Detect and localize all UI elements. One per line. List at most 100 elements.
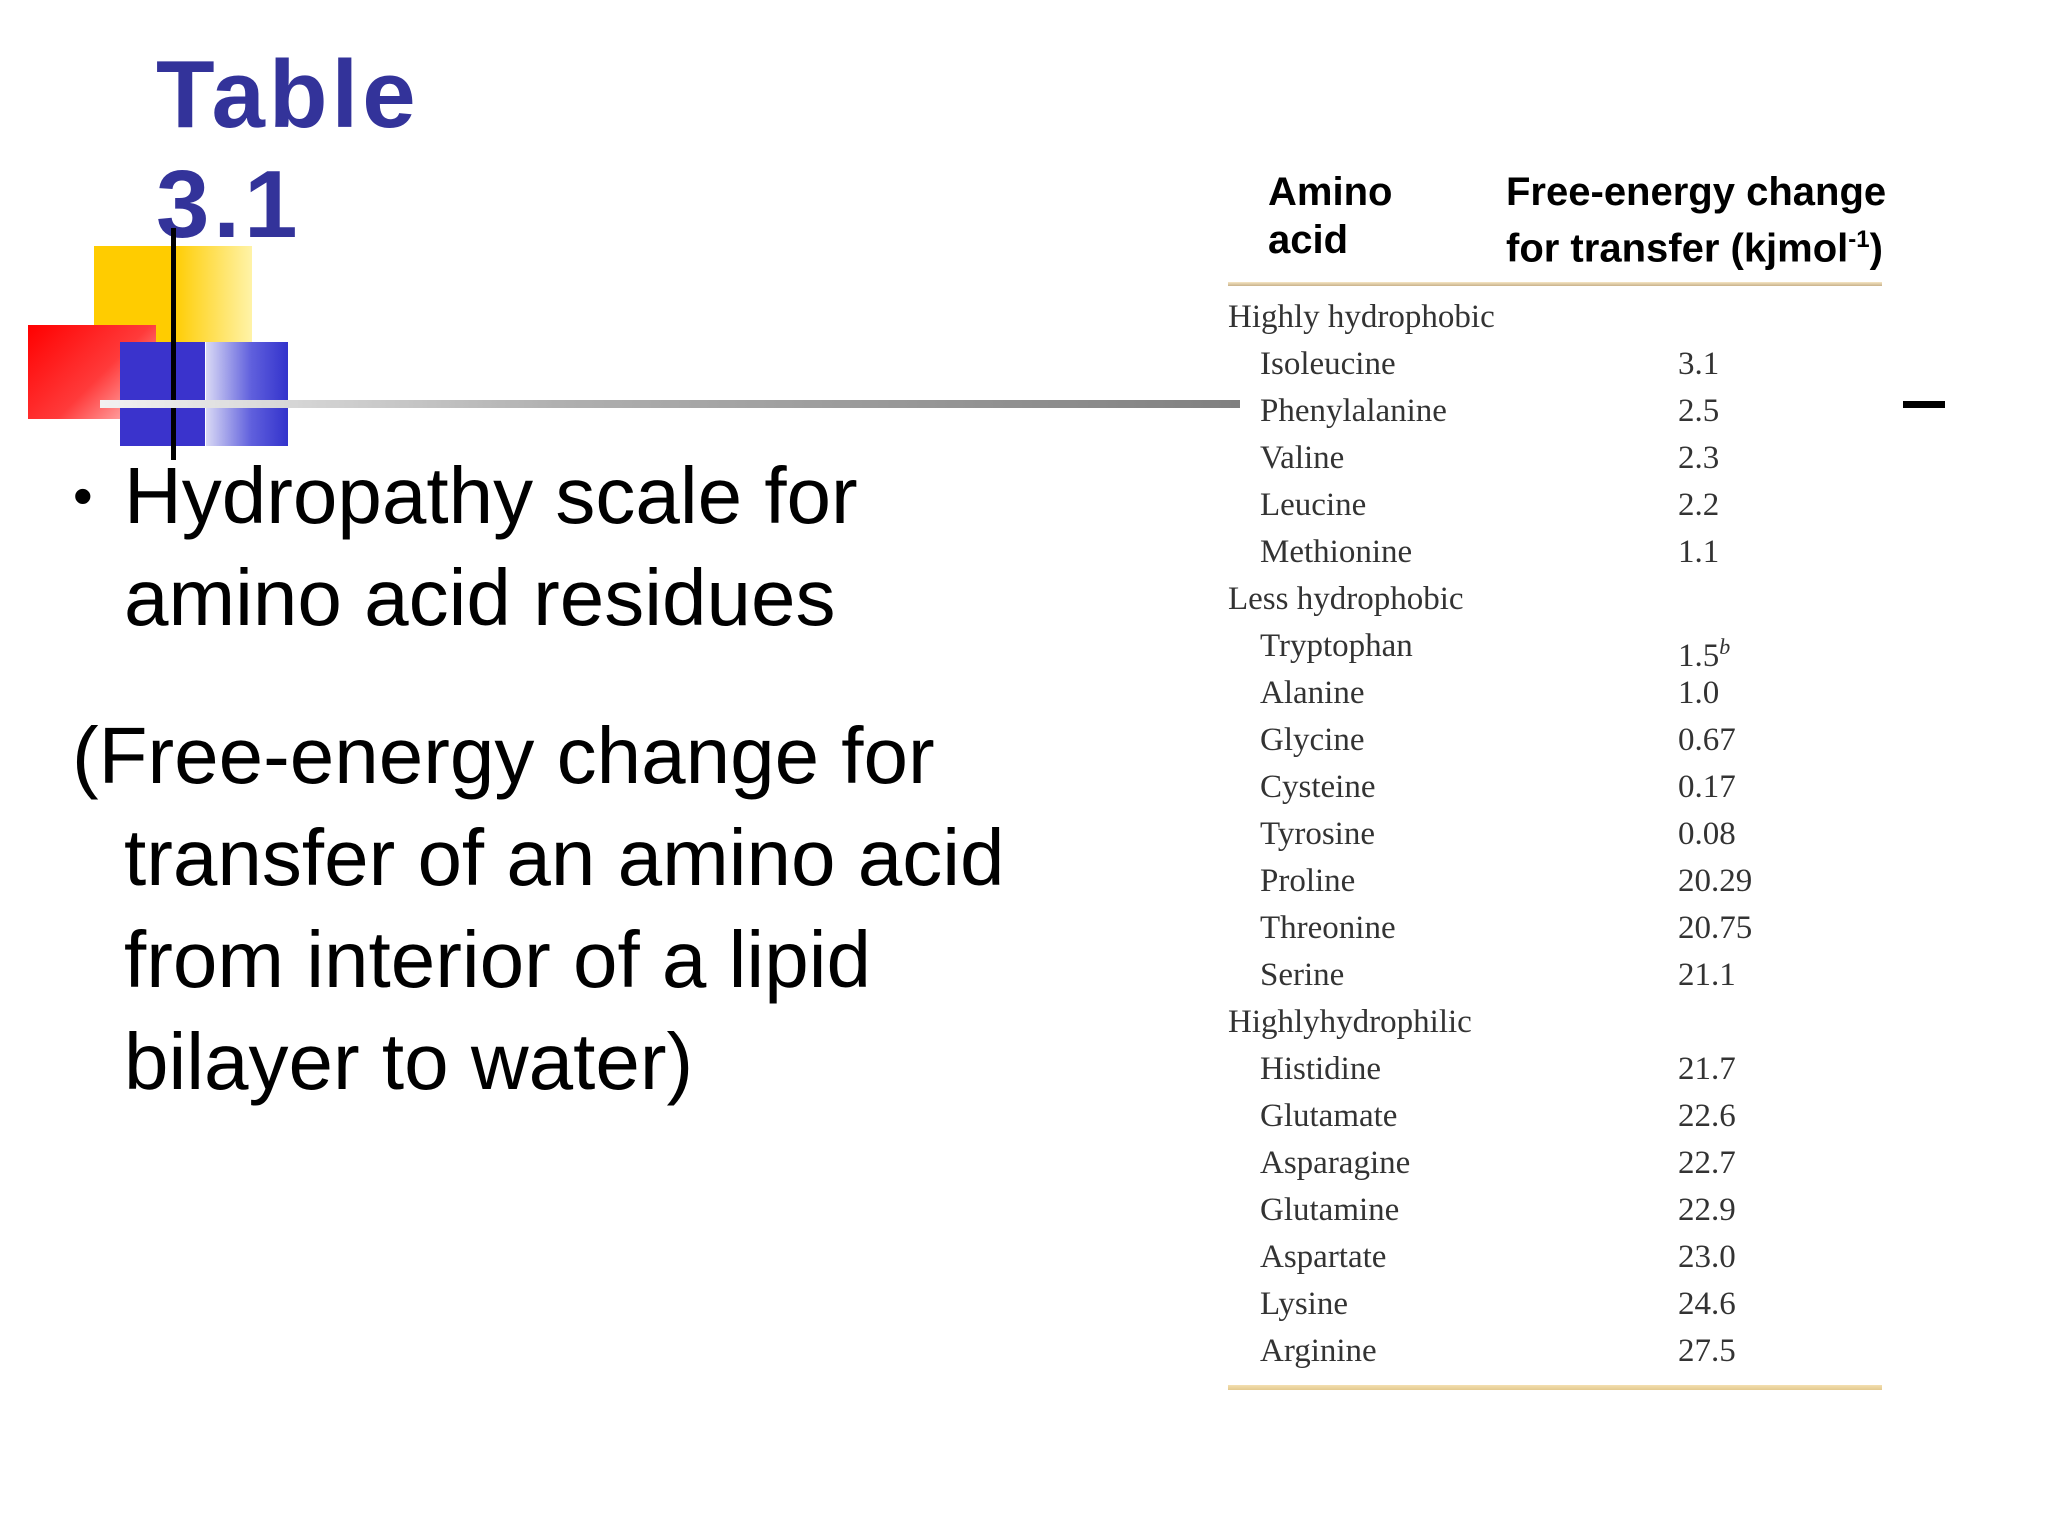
decor-dash (1903, 401, 1945, 408)
free-energy-value: 20.29 (1678, 858, 1752, 905)
free-energy-number: 2.5 (1678, 393, 1720, 429)
amino-acid-name: Histidine (1260, 1051, 1381, 1087)
decor-blue-gradient-square (206, 342, 288, 446)
free-energy-value: 1.1 (1678, 529, 1719, 576)
hydropathy-table: Amino acid Free-energy change for transf… (1228, 160, 1888, 1390)
free-energy-value: 22.6 (1678, 1093, 1736, 1140)
amino-acid-name: Threonine (1260, 910, 1396, 946)
decor-vertical-line (171, 228, 176, 460)
amino-acid-name: Glutamine (1260, 1192, 1400, 1228)
table-row: Arginine 27.5 (1228, 1328, 1888, 1375)
amino-acid-name: Aspartate (1260, 1239, 1387, 1275)
free-energy-value: 2.2 (1678, 482, 1719, 529)
free-energy-number: 1.1 (1678, 534, 1720, 570)
free-energy-number: 1.0 (1678, 675, 1720, 711)
amino-acid-name: Leucine (1260, 487, 1367, 523)
category-label: Highlyhydrophilic (1228, 1004, 1472, 1040)
table-row: Valine 2.3 (1228, 435, 1888, 482)
table-row: Methionine 1.1 (1228, 529, 1888, 576)
free-energy-number: 22.7 (1678, 1145, 1736, 1181)
free-energy-number: 20.75 (1678, 910, 1753, 946)
free-energy-number: 0.17 (1678, 769, 1736, 805)
free-energy-value: 21.7 (1678, 1046, 1736, 1093)
free-energy-value: 1.5b (1678, 623, 1730, 680)
amino-acid-name: Lysine (1260, 1286, 1348, 1322)
free-energy-number: 23.0 (1678, 1239, 1736, 1275)
header-amino-acid: Amino acid (1268, 170, 1393, 262)
table-category-row: Highlyhydrophilic (1228, 999, 1888, 1046)
free-energy-number: 0.08 (1678, 816, 1736, 852)
free-energy-value: 2.3 (1678, 435, 1719, 482)
footnote-marker: b (1719, 634, 1731, 659)
free-energy-number: 24.6 (1678, 1286, 1736, 1322)
amino-acid-name: Methionine (1260, 534, 1413, 570)
bullet-marker: • (73, 464, 93, 527)
amino-acid-name: Isoleucine (1260, 346, 1396, 382)
table-row: Isoleucine 3.1 (1228, 341, 1888, 388)
free-energy-value: 0.67 (1678, 717, 1736, 764)
slide-title-line2: 3.1 (156, 151, 302, 258)
slide-title-line1: Table (156, 41, 420, 148)
table-bottom-rule (1228, 1385, 1882, 1390)
table-category-row: Less hydrophobic (1228, 576, 1888, 623)
free-energy-value: 22.7 (1678, 1140, 1736, 1187)
description-text: (Free-energy change for transfer of an a… (72, 711, 1005, 1106)
free-energy-number: 2.2 (1678, 487, 1720, 523)
amino-acid-name: Cysteine (1260, 769, 1376, 805)
table-header: Amino acid Free-energy change for transf… (1228, 160, 1888, 282)
free-energy-value: 3.1 (1678, 341, 1719, 388)
free-energy-number: 27.5 (1678, 1333, 1736, 1369)
amino-acid-name: Asparagine (1260, 1145, 1411, 1181)
amino-acid-name: Tryptophan (1260, 628, 1413, 664)
free-energy-value: 21.1 (1678, 952, 1736, 999)
header-free-energy-line1: Free-energy change (1506, 170, 1887, 214)
free-energy-number: 21.1 (1678, 957, 1736, 993)
amino-acid-name: Valine (1260, 440, 1345, 476)
free-energy-value: 0.08 (1678, 811, 1736, 858)
bullet-item: • Hydropathy scale for amino acid residu… (68, 445, 1148, 649)
header-free-energy: Free-energy change for transfer (kjmol-1… (1506, 168, 1886, 272)
free-energy-number: 22.6 (1678, 1098, 1736, 1134)
table-row: Tyrosine 0.08 (1228, 811, 1888, 858)
amino-acid-name: Tyrosine (1260, 816, 1376, 852)
table-row: Leucine 2.2 (1228, 482, 1888, 529)
table-row: Aspartate 23.0 (1228, 1234, 1888, 1281)
table-row: Glutamate 22.6 (1228, 1093, 1888, 1140)
table-top-rule (1228, 282, 1882, 286)
amino-acid-name: Arginine (1260, 1333, 1377, 1369)
header-unit-close: ) (1869, 226, 1883, 271)
amino-acid-name: Serine (1260, 957, 1345, 993)
free-energy-value: 23.0 (1678, 1234, 1736, 1281)
decor-blue-square (120, 342, 205, 446)
table-body: Highly hydrophobic Isoleucine 3.1 Phenylala… (1228, 286, 1888, 1375)
bullet-text: Hydropathy scale for amino acid residues (124, 451, 858, 642)
amino-acid-name: Proline (1260, 863, 1356, 899)
free-energy-value: 1.0 (1678, 670, 1719, 717)
free-energy-number: 21.7 (1678, 1051, 1736, 1087)
table-row: Glycine 0.67 (1228, 717, 1888, 764)
free-energy-number: 20.29 (1678, 863, 1753, 899)
header-unit-text: for transfer (kjmol (1506, 226, 1849, 271)
table-row: Cysteine 0.17 (1228, 764, 1888, 811)
free-energy-number: 0.67 (1678, 722, 1736, 758)
amino-acid-name: Glycine (1260, 722, 1365, 758)
free-energy-number: 22.9 (1678, 1192, 1736, 1228)
amino-acid-name: Alanine (1260, 675, 1365, 711)
header-unit-superscript: -1 (1848, 226, 1870, 253)
decor-horizontal-rule (100, 400, 1240, 408)
free-energy-value: 20.75 (1678, 905, 1752, 952)
free-energy-value: 0.17 (1678, 764, 1736, 811)
table-row: Threonine 20.75 (1228, 905, 1888, 952)
table-row: Phenylalanine 2.5 (1228, 388, 1888, 435)
amino-acid-name: Glutamate (1260, 1098, 1398, 1134)
slide-title: Table 3.1 (156, 40, 420, 260)
free-energy-value: 2.5 (1678, 388, 1719, 435)
table-row: Glutamine 22.9 (1228, 1187, 1888, 1234)
free-energy-number: 3.1 (1678, 346, 1720, 382)
category-label: Highly hydrophobic (1228, 299, 1495, 335)
free-energy-number: 2.3 (1678, 440, 1720, 476)
free-energy-value: 27.5 (1678, 1328, 1736, 1375)
table-row: Proline 20.29 (1228, 858, 1888, 905)
table-row: Asparagine 22.7 (1228, 1140, 1888, 1187)
table-row: Alanine 1.0 (1228, 670, 1888, 717)
